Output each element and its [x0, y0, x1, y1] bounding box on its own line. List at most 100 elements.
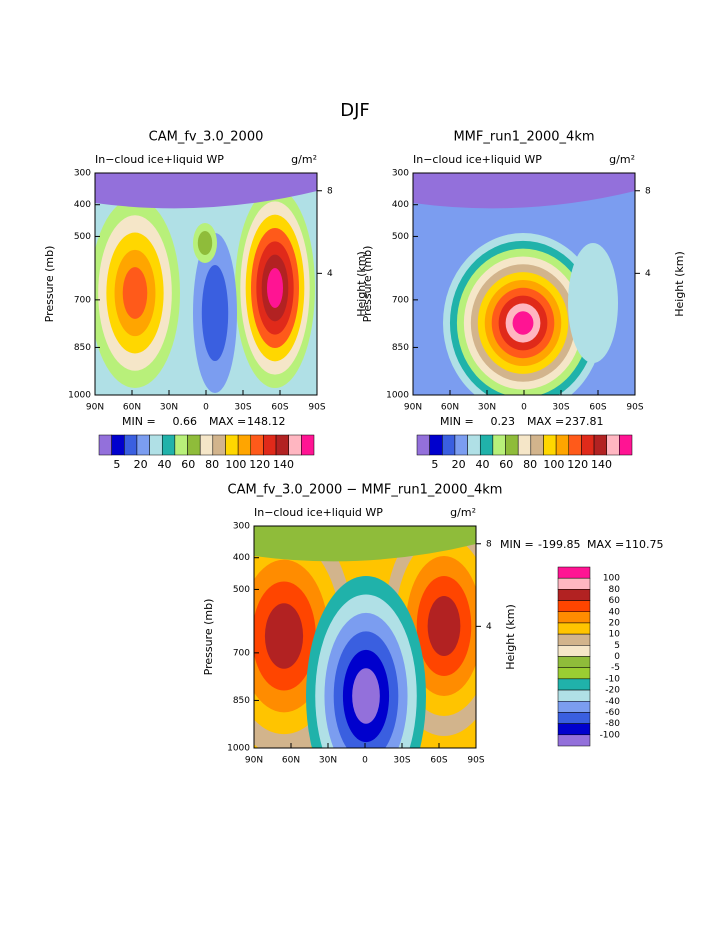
panel-title: MMF_run1_2000_4km	[453, 130, 594, 145]
units: g/m²	[291, 153, 317, 166]
panel-title: CAM_fv_3.0_2000	[149, 130, 264, 145]
y-tick-label: 850	[233, 696, 250, 706]
y-axis-label: Pressure (mb)	[361, 246, 374, 323]
colorbar-box	[557, 723, 591, 736]
y-tick-label: 400	[233, 553, 250, 563]
colorbar-box	[555, 434, 570, 456]
y2-tick-label: 8	[645, 186, 651, 196]
colorbar-label: 5	[431, 458, 438, 471]
colorbar-label: 60	[499, 458, 513, 471]
panel-subtitle: In−cloud ice+liquid WP	[413, 153, 542, 166]
colorbar-box	[619, 434, 633, 456]
colorbar-label: 140	[273, 458, 294, 471]
max-label: MAX =	[527, 415, 564, 428]
y-tick-label: 400	[392, 200, 409, 210]
colorbar-box	[225, 434, 239, 456]
colorbar-label: 80	[205, 458, 219, 471]
y-tick-label: 850	[392, 343, 409, 353]
y2-tick-label: 8	[486, 539, 492, 549]
colorbar-label: -10	[605, 674, 620, 684]
colorbar-label: 120	[249, 458, 270, 471]
colorbar-box	[557, 622, 591, 635]
y2-tick-label: 4	[327, 269, 333, 279]
panel-title: CAM_fv_3.0_2000 − MMF_run1_2000_4km	[228, 483, 503, 498]
contour-band	[254, 526, 476, 562]
colorbar-box	[557, 611, 591, 624]
y-tick-label: 500	[233, 585, 250, 595]
y-tick-label: 500	[74, 232, 91, 242]
colorbar-box	[505, 434, 519, 456]
y2-tick-label: 8	[327, 186, 333, 196]
y-tick-label: 1000	[227, 744, 250, 754]
colorbar-box	[557, 712, 591, 724]
max-value: 237.81	[565, 415, 604, 428]
y-tick-label: 300	[392, 169, 409, 179]
colorbar-box	[429, 434, 443, 456]
colorbar-box	[212, 434, 226, 456]
x-tick-label: 90S	[308, 403, 325, 413]
colorbar-box	[557, 645, 591, 657]
x-tick-label: 60N	[123, 403, 141, 413]
units: g/m²	[609, 153, 635, 166]
colorbar-box	[517, 434, 532, 456]
colorbar-label: 140	[591, 458, 612, 471]
contour-band	[413, 173, 635, 209]
contour-field	[254, 526, 476, 748]
contour-band	[122, 267, 148, 319]
colorbar-box	[557, 633, 591, 646]
x-tick-label: 90S	[626, 403, 643, 413]
colorbar-box	[442, 434, 456, 456]
y-axis-label: Pressure (mb)	[43, 246, 56, 323]
contour-band	[512, 311, 534, 335]
colorbar-box	[454, 434, 468, 456]
colorbar-label: 20	[134, 458, 148, 471]
contour-band	[95, 173, 317, 209]
colorbar-box	[557, 589, 591, 601]
colorbar-box	[263, 434, 277, 456]
colorbar-label: 100	[603, 574, 620, 584]
contour-field	[95, 173, 317, 395]
colorbar-box	[416, 434, 430, 456]
x-tick-label: 30S	[552, 403, 569, 413]
x-tick-label: 30S	[393, 756, 410, 766]
colorbar-label: -40	[605, 697, 620, 707]
y2-tick-label: 4	[645, 269, 651, 279]
colorbar-box	[543, 434, 557, 456]
x-tick-label: 60S	[271, 403, 288, 413]
x-tick-label: 90N	[245, 756, 263, 766]
colorbar-box	[557, 656, 591, 668]
x-tick-label: 0	[521, 403, 527, 413]
colorbar-label: 20	[452, 458, 466, 471]
contour-band	[201, 265, 229, 361]
colorbar-box	[250, 434, 264, 456]
min-label: MIN =	[122, 415, 156, 428]
x-tick-label: 90N	[404, 403, 422, 413]
x-tick-label: 0	[362, 756, 368, 766]
x-tick-label: 60S	[589, 403, 606, 413]
colorbar-box	[557, 689, 591, 702]
colorbar-box	[593, 434, 607, 456]
panel-subtitle: In−cloud ice+liquid WP	[95, 153, 224, 166]
contour-band	[197, 231, 213, 255]
min-value: -199.85	[538, 538, 580, 551]
max-value: 148.12	[247, 415, 286, 428]
colorbar-box	[275, 434, 289, 456]
colorbar-label: -100	[600, 730, 621, 740]
colorbar-box	[557, 734, 591, 747]
y2-tick-label: 4	[486, 622, 492, 632]
y-axis-label: Pressure (mb)	[202, 599, 215, 676]
colorbar-box	[568, 434, 582, 456]
colorbar-box	[557, 701, 591, 713]
colorbar-label: 40	[609, 607, 621, 617]
colorbar-box	[492, 434, 506, 456]
colorbar-box	[557, 577, 591, 590]
colorbar-label: 80	[523, 458, 537, 471]
colorbar-label: -60	[605, 708, 620, 718]
colorbar-label: 80	[609, 585, 621, 595]
colorbar-label: -20	[605, 686, 620, 696]
x-tick-label: 0	[203, 403, 209, 413]
x-tick-label: 30N	[160, 403, 178, 413]
contour-band	[264, 603, 304, 669]
max-label: MAX =	[587, 538, 624, 551]
y-tick-label: 700	[74, 295, 91, 305]
